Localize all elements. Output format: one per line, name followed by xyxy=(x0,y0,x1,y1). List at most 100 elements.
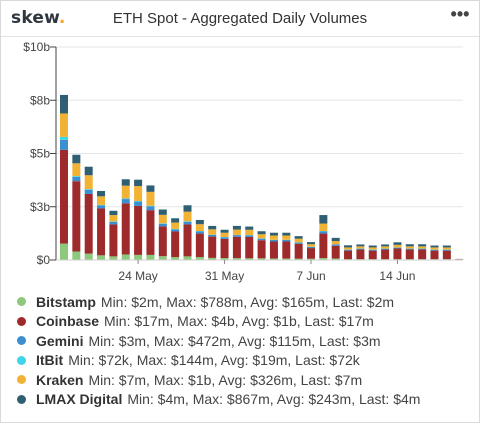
bar-segment xyxy=(146,210,155,255)
bar-segment xyxy=(307,247,315,249)
bar-segment xyxy=(171,222,180,229)
bar-segment xyxy=(158,256,167,260)
bar-segment xyxy=(60,94,68,114)
legend-item[interactable]: Gemini Min: $3m, Max: $472m, Avg: $115m, … xyxy=(17,331,472,351)
bar-segment xyxy=(146,191,155,206)
legend-series-name: Kraken xyxy=(36,371,84,388)
bar-segment xyxy=(257,258,266,260)
y-tick-label: $5b xyxy=(30,147,50,161)
y-tick-label: $0 xyxy=(37,253,51,267)
bar-segment xyxy=(245,236,254,259)
bar-segment xyxy=(109,224,118,257)
legend-item[interactable]: Bitstamp Min: $2m, Max: $788m, Avg: $165m… xyxy=(17,292,472,312)
bar-segment xyxy=(269,258,278,260)
bar-segment xyxy=(245,226,254,230)
legend-item[interactable]: ItBit Min: $72k, Max: $144m, Avg: $19m, L… xyxy=(17,351,472,371)
bar-segment xyxy=(319,233,328,259)
legend-series-name: Bitstamp xyxy=(36,293,96,310)
bar-segment xyxy=(356,249,365,260)
bar-segment xyxy=(97,196,106,205)
logo-text: skew xyxy=(11,8,59,28)
bar-segment xyxy=(405,249,414,260)
bar-segment xyxy=(84,253,93,260)
bar-segment xyxy=(220,229,229,233)
chart-legend: Bitstamp Min: $2m, Max: $788m, Avg: $165m… xyxy=(17,292,472,409)
bar-segment xyxy=(282,241,291,259)
legend-item[interactable]: Kraken Min: $7m, Max: $1b, Avg: $326m, La… xyxy=(17,370,472,390)
bar-segment xyxy=(418,244,427,247)
legend-series-name: LMAX Digital xyxy=(36,391,123,408)
legend-item[interactable]: Coinbase Min: $17m, Max: $4b, Avg: $1b, L… xyxy=(17,312,472,332)
legend-series-stats: Min: $3m, Max: $472m, Avg: $115m, Last: … xyxy=(88,332,381,349)
bar-segment xyxy=(134,205,143,255)
bar-segment xyxy=(331,237,340,242)
bar-segment xyxy=(368,245,377,248)
bar-segment xyxy=(381,248,390,250)
legend-series-stats: Min: $4m, Max: $867m, Avg: $243m, Last: … xyxy=(127,391,421,408)
bar-segment xyxy=(208,234,217,237)
bar-segment xyxy=(331,245,340,259)
bar-segment xyxy=(257,240,266,259)
bar-segment xyxy=(158,214,167,224)
legend-item[interactable]: LMAX Digital Min: $4m, Max: $867m, Avg: $… xyxy=(17,390,472,410)
bar-segment xyxy=(430,250,439,260)
y-tick-label: $10b xyxy=(23,40,50,54)
bar-segment xyxy=(319,231,328,234)
bar-segment xyxy=(430,249,439,251)
bar-segment xyxy=(344,245,353,248)
bar-segment xyxy=(72,176,81,182)
x-tick-label: 24 May xyxy=(118,269,157,283)
bar-segment xyxy=(331,244,340,246)
bar-segment xyxy=(84,189,93,194)
skew-logo[interactable]: skew. xyxy=(11,8,66,28)
bar-segment xyxy=(84,189,93,190)
bar-segment xyxy=(356,248,365,250)
bar-segment xyxy=(146,206,155,211)
bar-segment xyxy=(60,136,68,140)
bar-segment xyxy=(368,250,377,260)
bar-segment xyxy=(121,203,130,255)
bar-segment xyxy=(72,176,81,177)
bar-segment xyxy=(208,257,217,260)
bar-segment xyxy=(442,245,451,248)
bar-segment xyxy=(381,244,390,247)
bar-segment xyxy=(331,241,340,245)
bar-segment xyxy=(60,243,68,260)
bar-segment xyxy=(208,236,217,258)
legend-series-stats: Min: $72k, Max: $144m, Avg: $19m, Last: … xyxy=(68,352,360,369)
legend-marker xyxy=(17,297,26,307)
x-tick-label: 7 Jun xyxy=(296,269,325,283)
x-tick-label: 31 May xyxy=(205,269,244,283)
bar-segment xyxy=(269,235,278,240)
bar-segment xyxy=(269,241,278,259)
legend-series-name: Coinbase xyxy=(36,313,100,330)
bar-segment xyxy=(319,258,328,260)
bar-segment xyxy=(171,218,180,223)
bar-segment xyxy=(393,247,402,249)
bar-segment xyxy=(282,239,291,242)
bar-segment xyxy=(220,232,229,237)
bar-segment xyxy=(257,234,266,239)
bar-segment xyxy=(319,215,328,224)
bar-segment xyxy=(393,248,402,260)
bar-segment xyxy=(208,225,217,230)
bar-segment xyxy=(109,256,118,260)
more-horizontal-icon[interactable]: ••• xyxy=(450,4,470,24)
bar-segment xyxy=(134,179,143,187)
bar-segment xyxy=(232,229,241,235)
legend-series-name: ItBit xyxy=(36,352,64,369)
x-tick-label: 14 Jun xyxy=(379,269,415,283)
legend-marker xyxy=(17,375,26,385)
bar-segment xyxy=(146,205,155,207)
legend-marker xyxy=(17,316,26,326)
bar-segment xyxy=(146,185,155,192)
bar-segment xyxy=(220,238,229,259)
bar-segment xyxy=(195,257,204,260)
bar-segment xyxy=(97,205,106,209)
legend-series-stats: Min: $7m, Max: $1b, Avg: $326m, Last: $7… xyxy=(88,371,363,388)
bar-segment xyxy=(146,254,155,260)
bar-segment xyxy=(60,139,68,150)
bar-segment xyxy=(418,248,427,250)
bar-segment xyxy=(72,251,81,260)
